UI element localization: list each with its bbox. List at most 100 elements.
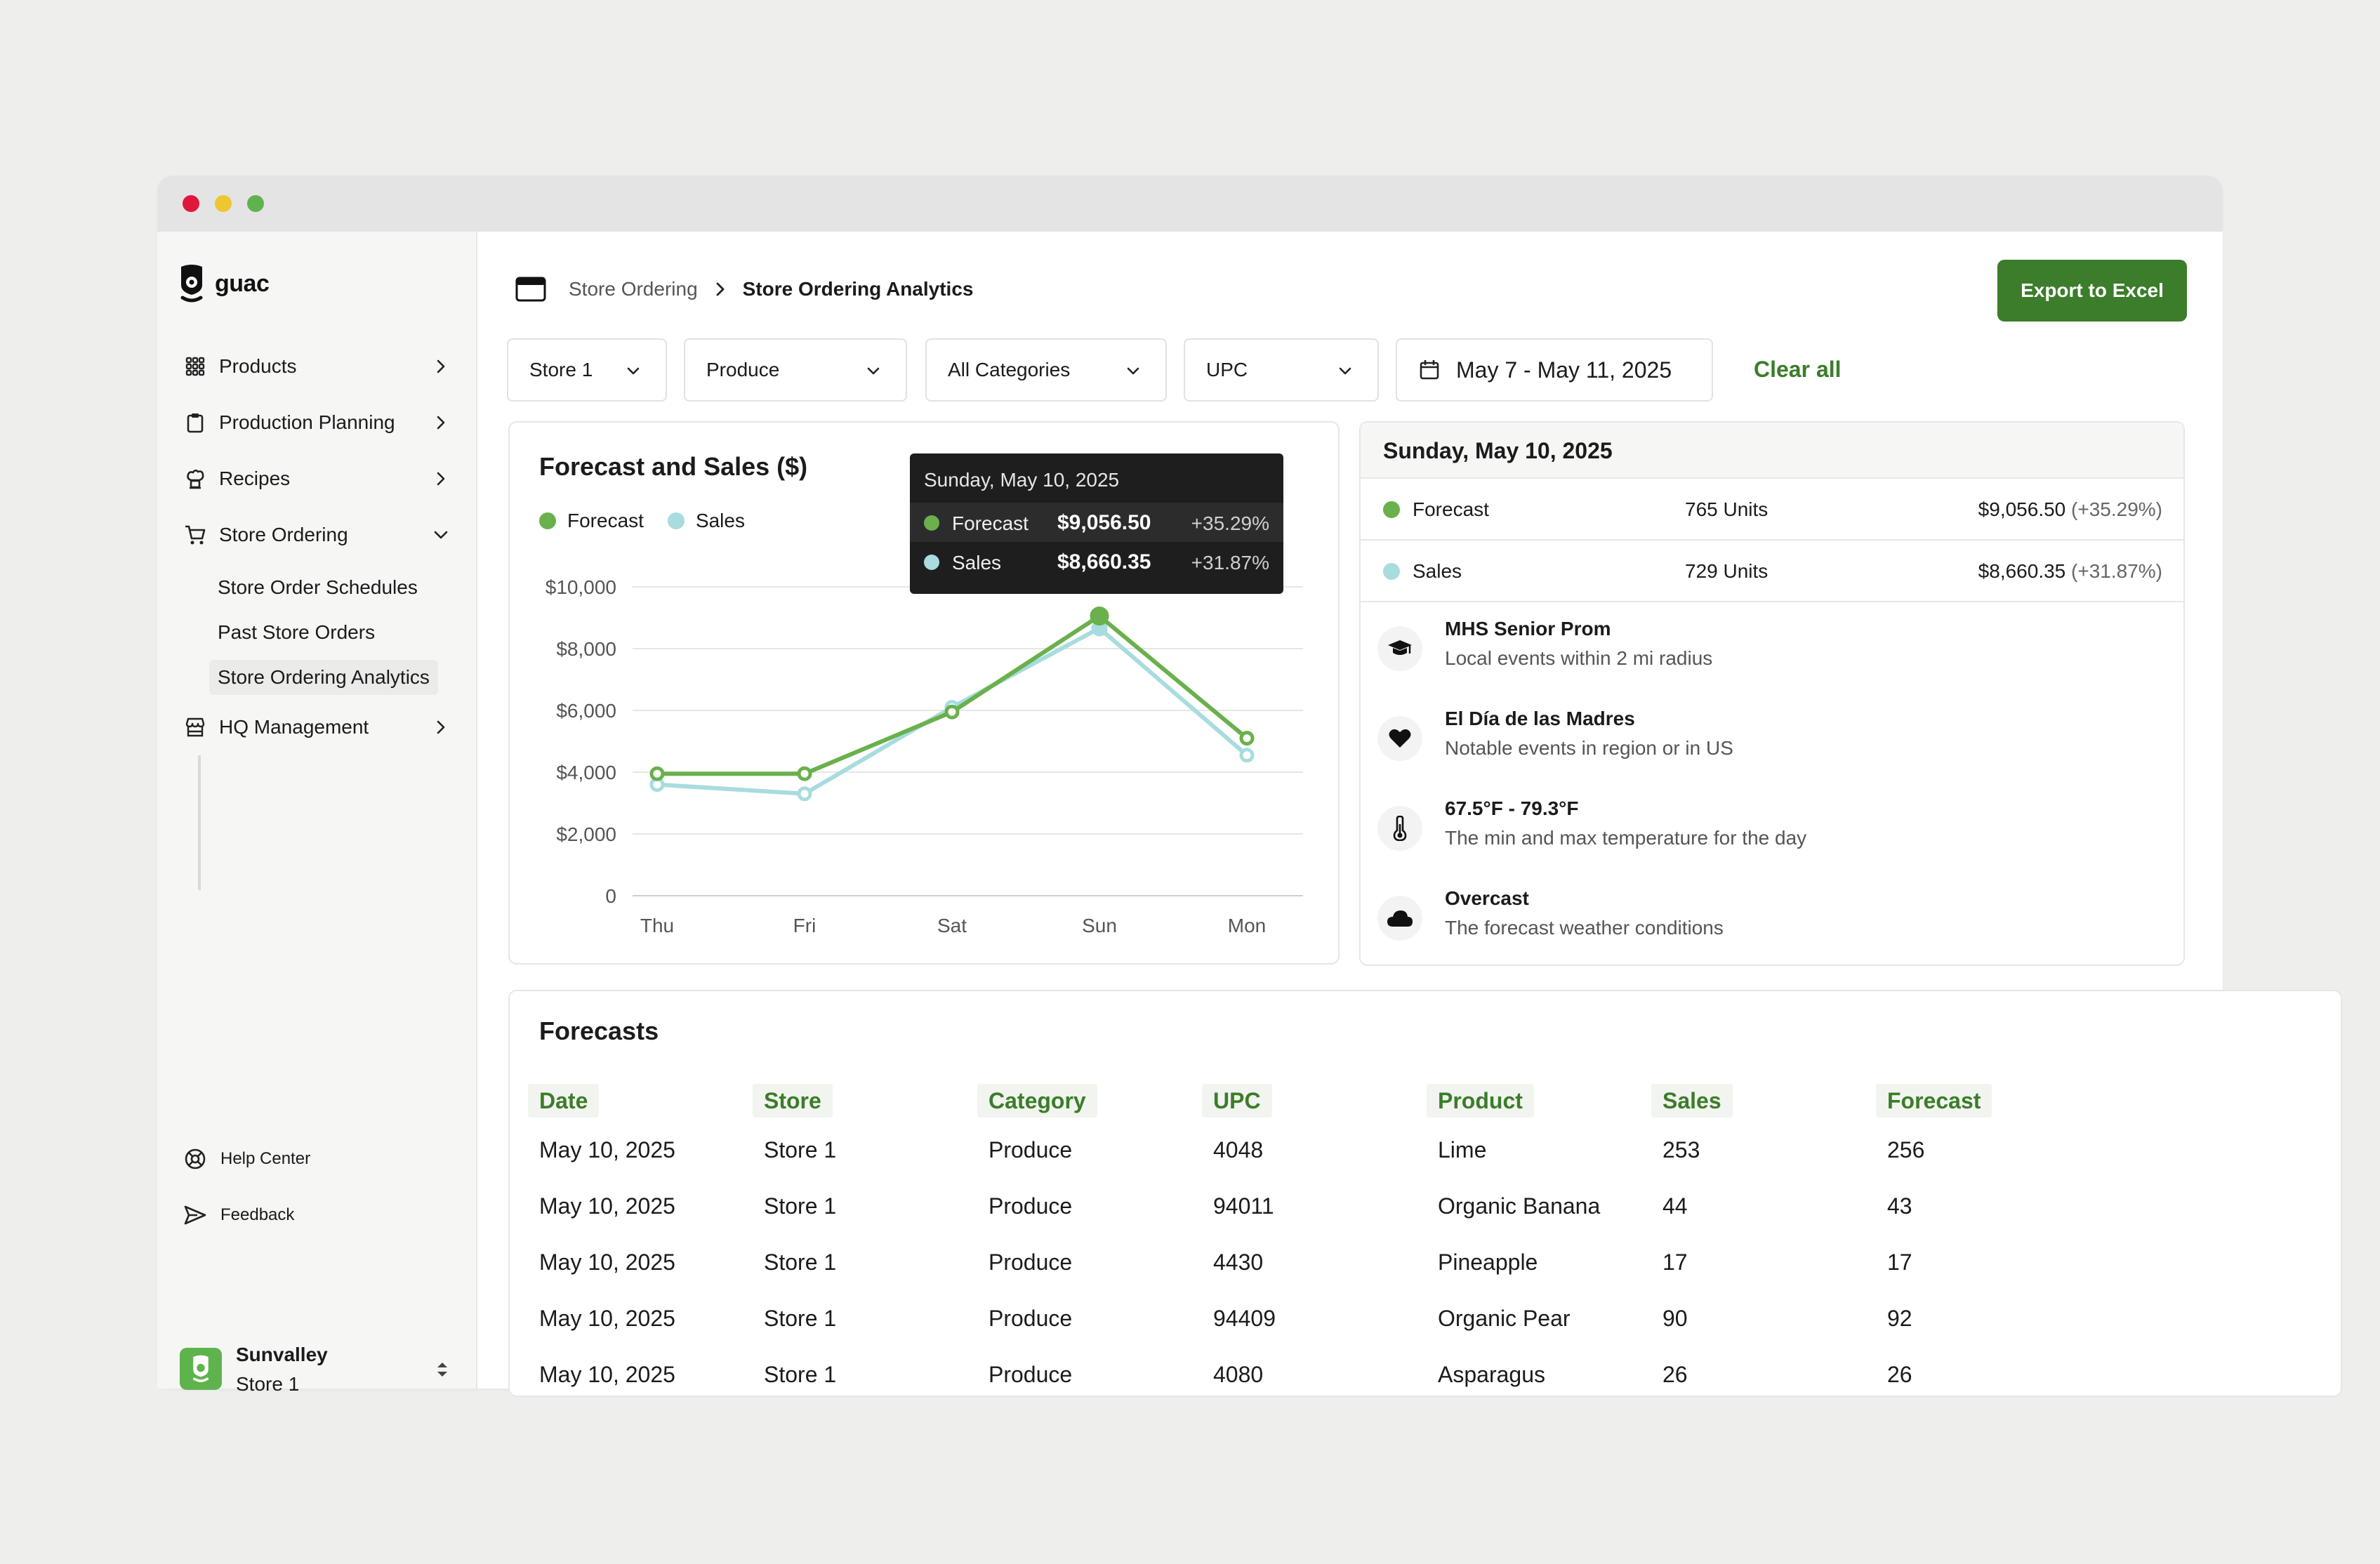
table-cell-store: Store 1 — [764, 1306, 837, 1331]
data-point-sales[interactable] — [1239, 748, 1255, 763]
detail-forecast-label: Forecast — [1413, 498, 1489, 520]
column-header-date[interactable]: Date — [528, 1084, 600, 1118]
table-cell-sales: 253 — [1662, 1137, 1700, 1162]
column-header-sales[interactable]: Sales — [1651, 1084, 1733, 1118]
forecasts-title: Forecasts — [539, 1016, 659, 1045]
detail-sales-amount: $8,660.35 — [1978, 560, 2066, 582]
category-filter[interactable]: All Categories — [925, 338, 1167, 402]
window-minimize-button[interactable] — [215, 195, 232, 212]
column-header-product[interactable]: Product — [1427, 1084, 1534, 1118]
detail-swatch-forecast — [1383, 501, 1400, 518]
tooltip-sales-value: $8,660.35 — [1057, 550, 1151, 574]
table-cell-date: May 10, 2025 — [539, 1193, 675, 1219]
data-point-forecast[interactable] — [1090, 607, 1109, 626]
data-point-forecast[interactable] — [1239, 731, 1255, 746]
y-tick-label: $2,000 — [556, 823, 616, 845]
legend-item-sales[interactable]: Sales — [667, 510, 745, 532]
x-tick-label: Mon — [1228, 915, 1266, 936]
feedback-label: Feedback — [220, 1205, 295, 1224]
detail-row-forecast: Forecast 765 Units $9,056.50 (+35.29%) — [1361, 479, 2183, 541]
breadcrumb-parent[interactable]: Store Ordering — [569, 278, 698, 300]
tooltip-forecast-value: $9,056.50 — [1057, 511, 1151, 534]
category-group-filter[interactable]: Produce — [684, 338, 907, 402]
detail-sales-units: 729 Units — [1685, 560, 1769, 582]
legend-item-forecast[interactable]: Forecast — [539, 510, 644, 532]
table-cell-forecast: 17 — [1887, 1250, 1912, 1275]
sidebar-subitem-store-ordering-analytics[interactable]: Store Ordering Analytics — [209, 660, 438, 695]
table-cell-store: Store 1 — [764, 1193, 837, 1219]
feedback-link[interactable]: Feedback — [183, 1198, 294, 1233]
date-range-filter[interactable]: May 7 - May 11, 2025 — [1396, 338, 1713, 402]
table-cell-upc: 4080 — [1213, 1362, 1264, 1387]
sidebar-subitem-past-store-orders[interactable]: Past Store Orders — [218, 621, 376, 643]
data-point-forecast[interactable] — [944, 704, 960, 720]
clear-all-button[interactable]: Clear all — [1754, 357, 1842, 382]
chevron-right-icon — [437, 720, 445, 734]
event-title: MHS Senior Prom — [1445, 618, 1611, 639]
table-cell-category: Produce — [989, 1137, 1073, 1162]
help-center-label: Help Center — [220, 1149, 311, 1168]
sidebar: guac Products Production Planning Recipe… — [157, 232, 477, 1395]
logo[interactable]: guac — [178, 263, 270, 305]
export-to-excel-button[interactable]: Export to Excel — [1997, 260, 2187, 322]
event-title: 67.5°F - 79.3°F — [1445, 797, 1579, 819]
chart-legend: Forecast Sales — [539, 510, 769, 532]
date-range-value: May 7 - May 11, 2025 — [1456, 357, 1672, 383]
org-name: Sunvalley — [236, 1344, 328, 1365]
table-cell-product: Lime — [1438, 1137, 1487, 1162]
table-cell-product: Asparagus — [1438, 1362, 1545, 1387]
graduation-cap-icon — [1377, 626, 1422, 671]
detail-row-sales: Sales 729 Units $8,660.35 (+31.87%) — [1361, 541, 2183, 602]
table-cell-product: Pineapple — [1438, 1250, 1538, 1275]
chevron-down-icon — [627, 367, 640, 375]
legend-swatch-sales — [667, 512, 685, 529]
event-subtitle: The forecast weather conditions — [1445, 917, 1724, 939]
column-header-store[interactable]: Store — [753, 1084, 833, 1118]
table-cell-sales: 17 — [1662, 1250, 1688, 1275]
data-point-forecast[interactable] — [649, 766, 665, 781]
store-filter[interactable]: Store 1 — [507, 338, 667, 402]
data-point-sales[interactable] — [797, 786, 812, 802]
detail-forecast-pct: (+35.29%) — [2071, 498, 2162, 520]
window-maximize-button[interactable] — [247, 195, 264, 212]
sidebar-item-recipes[interactable]: Recipes — [183, 458, 452, 500]
series-line-forecast[interactable] — [657, 614, 1248, 776]
switch-arrows-icon — [437, 1363, 447, 1377]
detail-sales-value: $8,660.35 (+31.87%) — [1978, 560, 2162, 583]
detail-sales-label: Sales — [1413, 560, 1462, 582]
help-center-link[interactable]: Help Center — [183, 1141, 310, 1177]
column-header-category[interactable]: Category — [977, 1084, 1097, 1118]
table-cell-upc: 4048 — [1213, 1137, 1264, 1162]
category-filter-value: All Categories — [948, 359, 1071, 380]
chart-tooltip: Sunday, May 10, 2025 Forecast $9,056.50 … — [910, 453, 1283, 594]
category-group-filter-value: Produce — [706, 359, 780, 380]
sidebar-toggle-icon[interactable] — [515, 276, 546, 303]
table-cell-forecast: 256 — [1887, 1137, 1925, 1162]
data-point-forecast[interactable] — [797, 766, 812, 781]
cloud-icon — [1377, 896, 1422, 941]
detail-sales-pct: (+31.87%) — [2071, 560, 2162, 582]
logo-text: guac — [215, 270, 270, 297]
sidebar-item-production-planning[interactable]: Production Planning — [183, 402, 452, 444]
window-close-button[interactable] — [183, 195, 199, 212]
event-item: 67.5°F - 79.3°F The min and max temperat… — [1361, 796, 2183, 866]
column-header-forecast[interactable]: Forecast — [1876, 1084, 1992, 1118]
sidebar-item-store-ordering[interactable]: Store Ordering — [183, 514, 452, 556]
upc-filter[interactable]: UPC — [1184, 338, 1379, 402]
sidebar-item-hq-management[interactable]: HQ Management — [183, 706, 452, 748]
column-header-upc[interactable]: UPC — [1202, 1084, 1272, 1118]
event-subtitle: The min and max temperature for the day — [1445, 827, 1807, 849]
y-tick-label: $6,000 — [556, 700, 616, 722]
sidebar-subitem-store-order-schedules[interactable]: Store Order Schedules — [218, 576, 418, 598]
x-tick-label: Fri — [793, 915, 817, 936]
sidebar-item-products[interactable]: Products — [183, 345, 452, 387]
tooltip-sales-pct: +31.87% — [1191, 552, 1269, 574]
tooltip-swatch-sales — [924, 555, 939, 570]
store-filter-value: Store 1 — [529, 359, 593, 380]
event-subtitle: Local events within 2 mi radius — [1445, 647, 1713, 669]
y-tick-label: $4,000 — [556, 762, 616, 783]
org-switcher[interactable]: Sunvalley Store 1 — [180, 1334, 461, 1404]
x-tick-label: Sun — [1082, 915, 1117, 936]
table-cell-forecast: 92 — [1887, 1306, 1912, 1331]
forecast-sales-line-chart[interactable]: $10,000 $8,000 $6,000 $4,000 $2,000 0 Thu Fri Sa… — [510, 423, 1341, 966]
